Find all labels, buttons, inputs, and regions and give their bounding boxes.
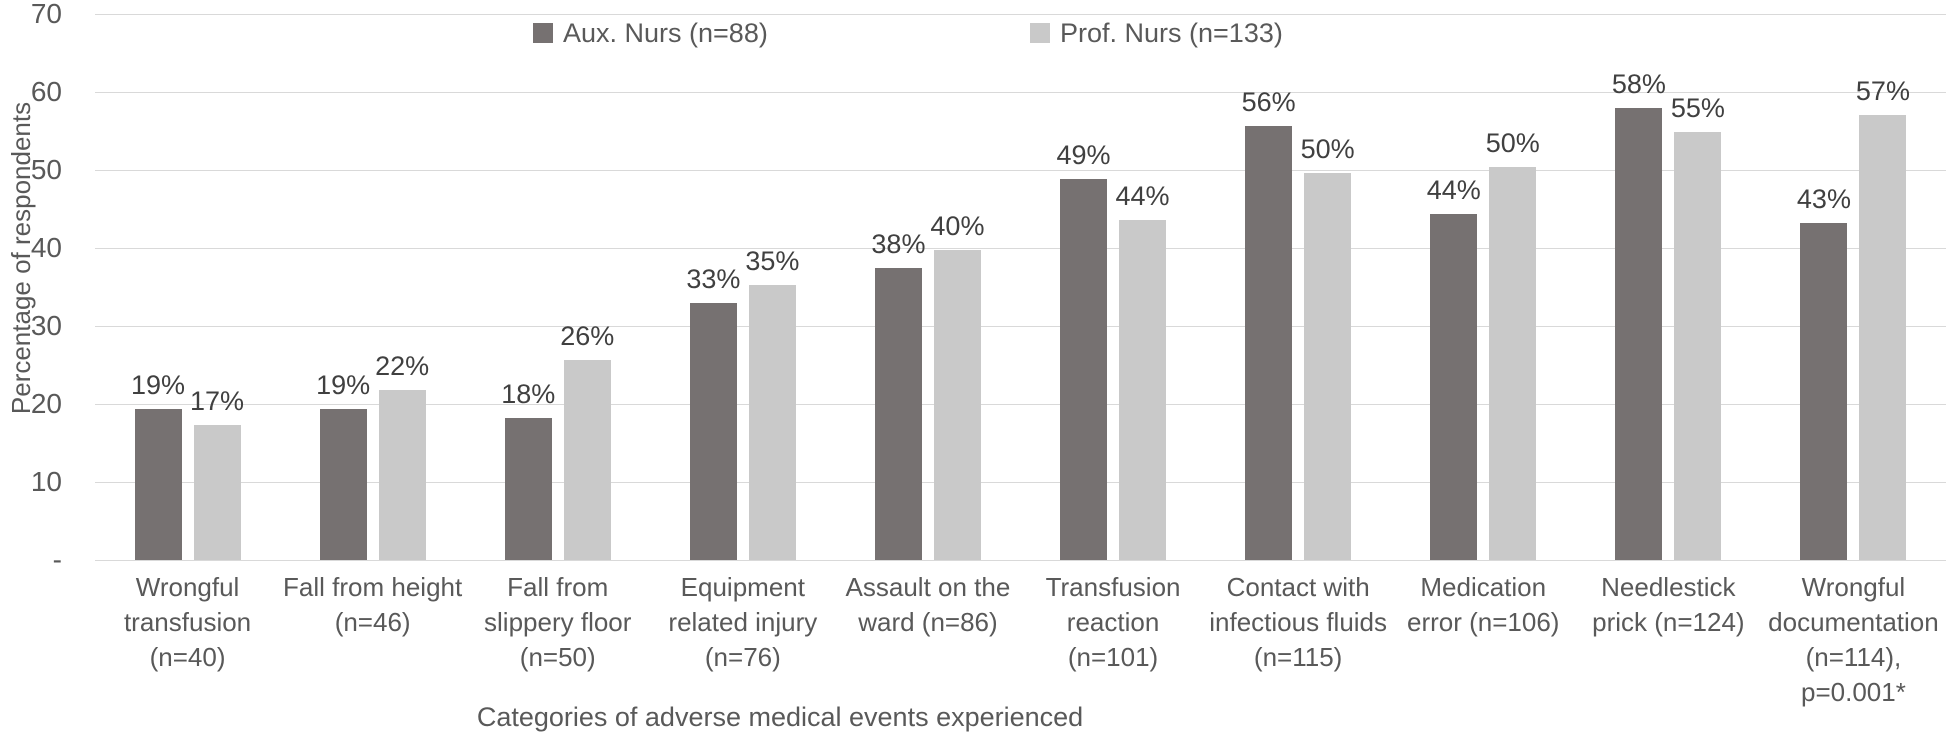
bar-prof-nurs [378,389,426,560]
gridline [95,481,1946,483]
value-label: 50% [1485,127,1540,158]
value-label: 44% [1426,175,1481,206]
category-slot: Fall from slippery floor (n=50) [465,570,650,675]
value-label: 56% [1241,86,1296,117]
y-tick-label: 10 [30,466,62,497]
legend-swatch-icon [533,23,553,43]
value-label: 33% [686,263,741,294]
y-tick-label: 60 [30,76,62,107]
bar-prof-nurs [1304,173,1352,560]
value-label: 49% [1056,139,1111,170]
y-tick-label: 70 [30,0,62,29]
value-label: 19% [316,370,371,401]
category-label: Fall from height (n=46) [283,572,463,637]
bar-prof-nurs [1674,131,1722,560]
category-label: Medication error (n=106) [1407,572,1560,637]
value-label: 43% [1796,184,1851,215]
category-label: Contact with infectious fluids (n=115) [1209,572,1388,672]
value-label: 19% [131,370,186,401]
category-slot: Assault on the ward (n=86) [835,570,1020,640]
category-label: Assault on the ward (n=86) [845,572,1011,637]
category-slot: Wrongful transfusion (n=40) [95,570,280,675]
gridline [95,247,1946,249]
category-label: Equipment related injury (n=76) [668,572,818,672]
category-slot: Wrongful documentation (n=114), p=0.001* [1761,570,1946,710]
value-label: 35% [745,245,800,276]
legend-item: Prof. Nurs (n=133) [1030,16,1283,50]
bar-aux-nurs [319,409,367,560]
y-tick-label: 40 [30,232,62,263]
y-tick-label: - [52,544,62,575]
gridline [95,403,1946,405]
category-slot: Equipment related injury (n=76) [650,570,835,675]
category-label: Needlestick prick (n=124) [1592,572,1745,637]
value-label: 18% [501,379,556,410]
bar-aux-nurs [1060,178,1108,560]
gridline [95,325,1946,327]
bar-prof-nurs [193,425,241,560]
y-tick-label: 50 [30,154,62,185]
value-label: 44% [1115,180,1170,211]
category-slot: Needlestick prick (n=124) [1576,570,1761,640]
bar-prof-nurs [1489,166,1537,560]
legend-item: Aux. Nurs (n=88) [533,16,768,50]
bar-aux-nurs [1245,125,1293,560]
gridline [95,13,1946,15]
category-label: Wrongful documentation (n=114), p=0.001* [1768,572,1939,707]
x-axis: Wrongful transfusion (n=40) Fall from hei… [95,570,1946,716]
bar-group: 56% 50% [1206,14,1391,560]
y-tick-label: 20 [30,388,62,419]
y-tick-label: 30 [30,310,62,341]
category-label: Wrongful transfusion (n=40) [123,572,252,672]
category-label: Fall from slippery floor (n=50) [484,572,632,672]
bar-prof-nurs [748,284,796,560]
bar-aux-nurs [874,267,922,560]
value-label: 55% [1670,92,1725,123]
category-label: Transfusion reaction (n=101) [1045,572,1181,672]
bar-aux-nurs [1615,107,1663,560]
bar-group: 58% 55% [1576,14,1761,560]
bar-prof-nurs [1859,114,1907,560]
x-axis-title: Categories of adverse medical events exp… [476,702,1084,732]
value-label: 38% [871,228,926,259]
plot-area: 19% 17% 19% 22% 18% 26% 33% 35% 38% 40% 49% 44% 56% 5… [95,13,1946,561]
category-slot: Transfusion reaction (n=101) [1021,570,1206,675]
bar-prof-nurs [1119,219,1167,560]
bar-group: 38% 40% [835,14,1020,560]
gridline [95,91,1946,93]
bar-group: 18% 26% [465,14,650,560]
bar-prof-nurs [933,249,981,560]
legend-label: Aux. Nurs (n=88) [563,17,768,48]
value-label: 57% [1855,75,1910,106]
bar-aux-nurs [1800,223,1848,560]
value-label: 40% [930,210,985,241]
bar-group: 49% 44% [1021,14,1206,560]
bar-aux-nurs [504,418,552,560]
gridline [95,559,1946,561]
bar-prof-nurs [563,360,611,560]
bar-aux-nurs [134,409,182,560]
y-axis: - 10 20 30 40 50 60 70 [0,0,72,575]
bar-group: 33% 35% [650,14,835,560]
legend-swatch-icon [1030,23,1050,43]
category-slot: Medication error (n=106) [1391,570,1576,640]
value-label: 22% [375,350,430,381]
category-slot: Contact with infectious fluids (n=115) [1206,570,1391,675]
value-label: 17% [190,386,245,417]
value-label: 26% [560,321,615,352]
value-label: 50% [1300,134,1355,165]
bar-group: 44% 50% [1391,14,1576,560]
gridline [95,169,1946,171]
bar-aux-nurs [689,302,737,560]
value-label: 58% [1611,68,1666,99]
bar-group: 19% 17% [95,14,280,560]
category-slot: Fall from height (n=46) [280,570,465,640]
bar-group: 43% 57% [1761,14,1946,560]
legend-label: Prof. Nurs (n=133) [1060,17,1283,48]
bar-group: 19% 22% [280,14,465,560]
bar-aux-nurs [1430,214,1478,560]
